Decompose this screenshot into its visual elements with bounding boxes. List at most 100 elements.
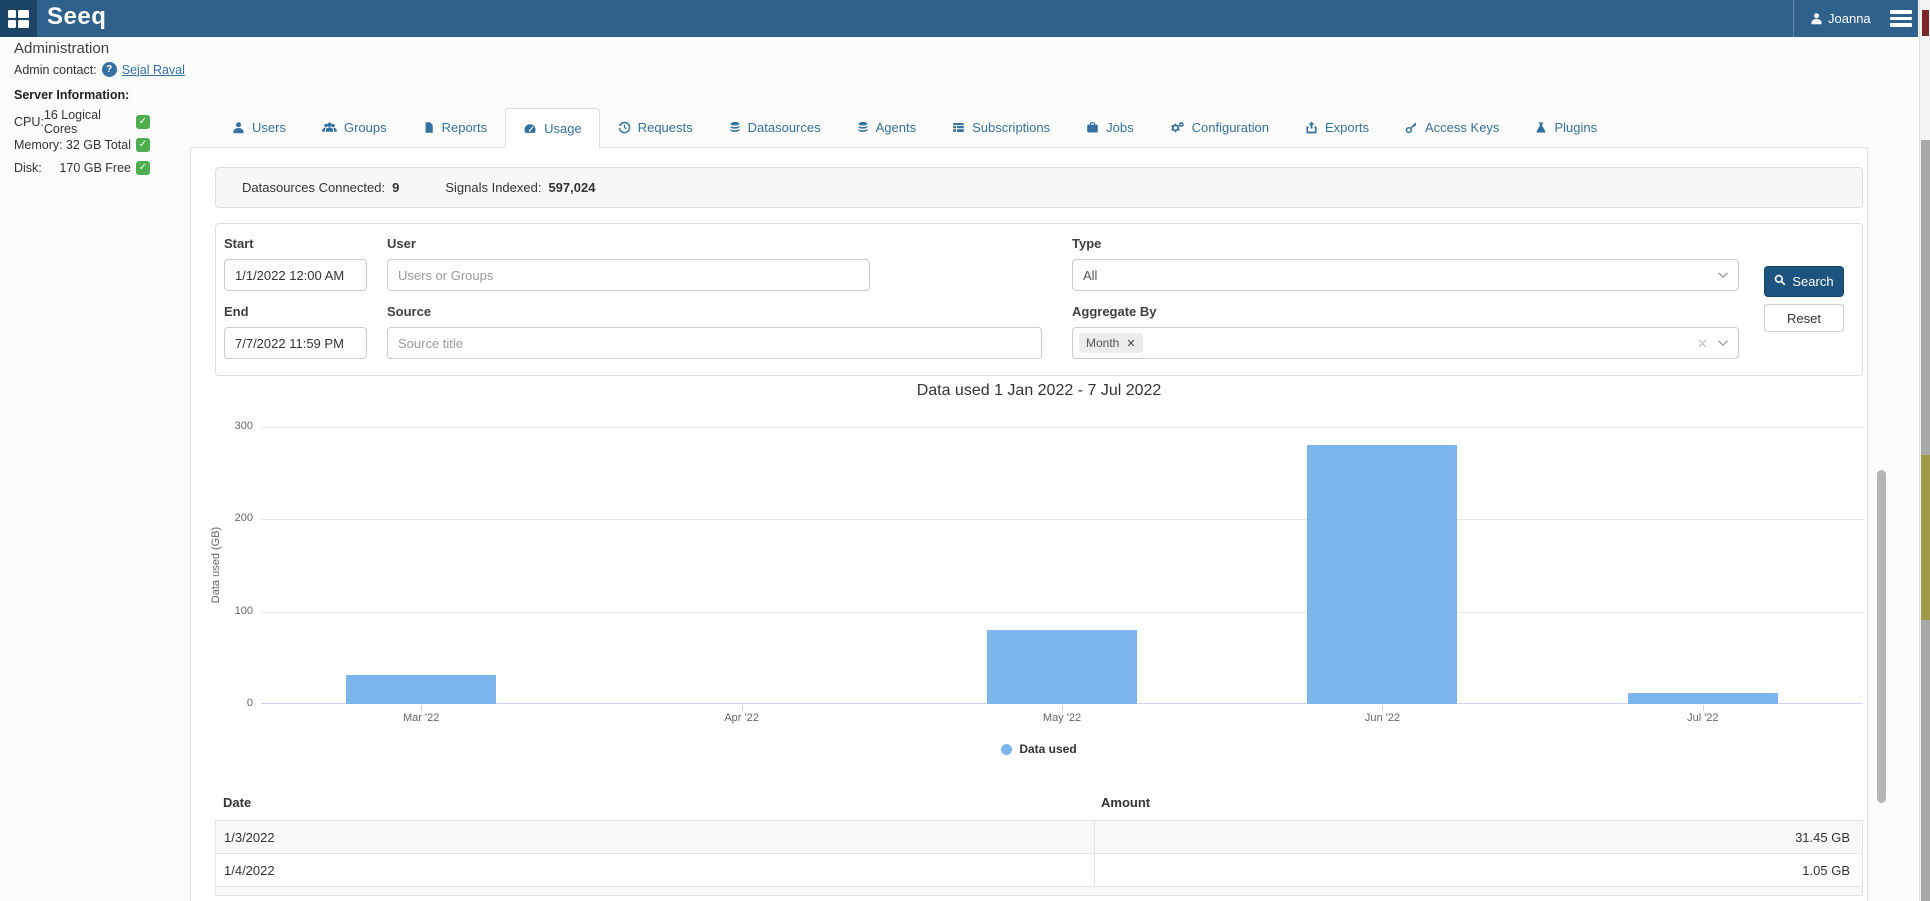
x-tick-label: Mar '22	[403, 712, 439, 724]
y-tick-label: 300	[215, 420, 253, 432]
tab-requests[interactable]: Requests	[600, 108, 711, 147]
question-icon[interactable]: ?	[102, 62, 117, 77]
start-label: Start	[224, 236, 367, 251]
chart-title: Data used 1 Jan 2022 - 7 Jul 2022	[215, 378, 1863, 400]
y-tick-label: 200	[215, 512, 253, 524]
history-icon	[618, 121, 631, 134]
user-icon	[232, 121, 245, 134]
app-grid-button[interactable]	[0, 0, 37, 37]
tab-access-keys[interactable]: Access Keys	[1387, 108, 1517, 147]
tab-label: Requests	[638, 120, 693, 135]
table-row: 1/3/202231.45 GB	[215, 820, 1863, 854]
tab-plugins[interactable]: Plugins	[1517, 108, 1615, 147]
scrollbar-marker-olive	[1921, 455, 1930, 620]
tab-configuration[interactable]: Configuration	[1152, 108, 1287, 147]
admin-contact-label: Admin contact:	[14, 63, 97, 77]
flask-icon	[1535, 121, 1547, 134]
tab-datasources[interactable]: Datasources	[711, 108, 839, 147]
search-button-label: Search	[1792, 274, 1833, 289]
tab-jobs[interactable]: Jobs	[1068, 108, 1151, 147]
table-icon	[952, 121, 965, 134]
server-information: Server Information: CPU:16 Logical Cores…	[14, 88, 164, 179]
start-date-input[interactable]	[224, 259, 367, 291]
reset-button[interactable]: Reset	[1764, 304, 1844, 332]
tab-label: Users	[252, 120, 286, 135]
search-icon	[1774, 274, 1786, 289]
y-axis-title: Data used (GB)	[210, 527, 222, 603]
aggregate-tag-label: Month	[1086, 336, 1119, 350]
tab-label: Plugins	[1554, 120, 1597, 135]
tab-label: Exports	[1325, 120, 1369, 135]
tab-groups[interactable]: Groups	[304, 108, 405, 147]
server-info-label: Disk:	[14, 161, 42, 175]
hamburger-menu-button[interactable]	[1884, 0, 1918, 37]
tab-label: Groups	[344, 120, 387, 135]
bar-jul22	[1628, 693, 1778, 704]
tab-label: Jobs	[1106, 120, 1133, 135]
server-info-label: Memory:	[14, 138, 63, 152]
aggregate-by-multiselect[interactable]: Month ✕	[1072, 327, 1739, 359]
table-row: 1/4/20221.05 GB	[215, 853, 1863, 887]
admin-tabs: Users Groups ReportsUsage Requests Datasourc…	[214, 108, 1615, 148]
users-icon	[322, 121, 337, 134]
key-icon	[1405, 121, 1418, 134]
chart-plot-area	[261, 427, 1863, 704]
y-tick-label: 100	[215, 605, 253, 617]
usage-table: Date Amount 1/3/202231.45 GB1/4/20221.05…	[215, 793, 1863, 896]
x-tick-mark	[742, 705, 743, 711]
admin-contact-link[interactable]: Sejal Raval	[122, 63, 185, 77]
end-date-input[interactable]	[224, 327, 367, 359]
tab-usage[interactable]: Usage	[505, 108, 600, 148]
search-button[interactable]: Search	[1764, 266, 1844, 297]
bar-jun22	[1307, 445, 1457, 704]
cell-date: 1/3/2022	[216, 821, 1094, 853]
page-title: Administration	[14, 40, 109, 57]
column-header-date: Date	[223, 795, 251, 810]
remove-tag-icon[interactable]: ✕	[1126, 337, 1135, 350]
chart-legend: Data used	[215, 742, 1863, 756]
source-input[interactable]	[387, 327, 1042, 359]
legend-item[interactable]: Data used	[1001, 742, 1076, 756]
x-tick-mark	[421, 705, 422, 711]
x-tick-mark	[1062, 705, 1063, 711]
summary-strip: Datasources Connected:9 Signals Indexed:…	[215, 167, 1863, 208]
seeq-logo[interactable]: Seeq	[47, 3, 106, 31]
user-input[interactable]	[387, 259, 870, 291]
server-info-row: Disk:170 GB Free✓	[14, 156, 150, 179]
x-tick-mark	[1703, 705, 1704, 711]
signals-indexed: Signals Indexed:597,024	[445, 180, 595, 195]
gridline	[261, 519, 1863, 520]
cell-amount: 1.05 GB	[1094, 854, 1862, 886]
tab-reports[interactable]: Reports	[405, 108, 506, 147]
aggregate-tag-month: Month ✕	[1079, 333, 1143, 353]
database-icon	[729, 121, 741, 134]
tab-subscriptions[interactable]: Subscriptions	[934, 108, 1068, 147]
x-tick-label: May '22	[1043, 712, 1081, 724]
chevron-down-icon	[1716, 336, 1730, 350]
gridline	[261, 427, 1863, 428]
column-header-amount: Amount	[1101, 795, 1150, 810]
server-info-row: Memory:32 GB Total✓	[14, 133, 150, 156]
tab-agents[interactable]: Agents	[839, 108, 934, 147]
usage-chart: Data used 1 Jan 2022 - 7 Jul 2022 Data u…	[215, 378, 1863, 778]
user-menu[interactable]: Joanna	[1810, 0, 1871, 37]
tab-exports[interactable]: Exports	[1287, 108, 1387, 147]
grid-icon	[8, 10, 29, 28]
user-name: Joanna	[1828, 11, 1871, 26]
type-select[interactable]: All	[1072, 259, 1739, 291]
chevron-down-icon	[1716, 268, 1730, 282]
clear-icon[interactable]	[1697, 338, 1708, 349]
bar-may22	[987, 630, 1137, 704]
x-tick-label: Apr '22	[724, 712, 759, 724]
briefcase-icon	[1086, 121, 1099, 134]
cell-date: 1/4/2022	[216, 854, 1094, 886]
tab-label: Access Keys	[1425, 120, 1499, 135]
tab-label: Configuration	[1192, 120, 1269, 135]
gears-icon	[1170, 121, 1185, 134]
content-scrollbar-thumb[interactable]	[1877, 470, 1886, 803]
datasources-connected: Datasources Connected:9	[242, 180, 399, 195]
tab-content-panel: Datasources Connected:9 Signals Indexed:…	[190, 147, 1868, 901]
export-icon	[1305, 121, 1318, 134]
database-icon	[857, 121, 869, 134]
tab-users[interactable]: Users	[214, 108, 304, 147]
